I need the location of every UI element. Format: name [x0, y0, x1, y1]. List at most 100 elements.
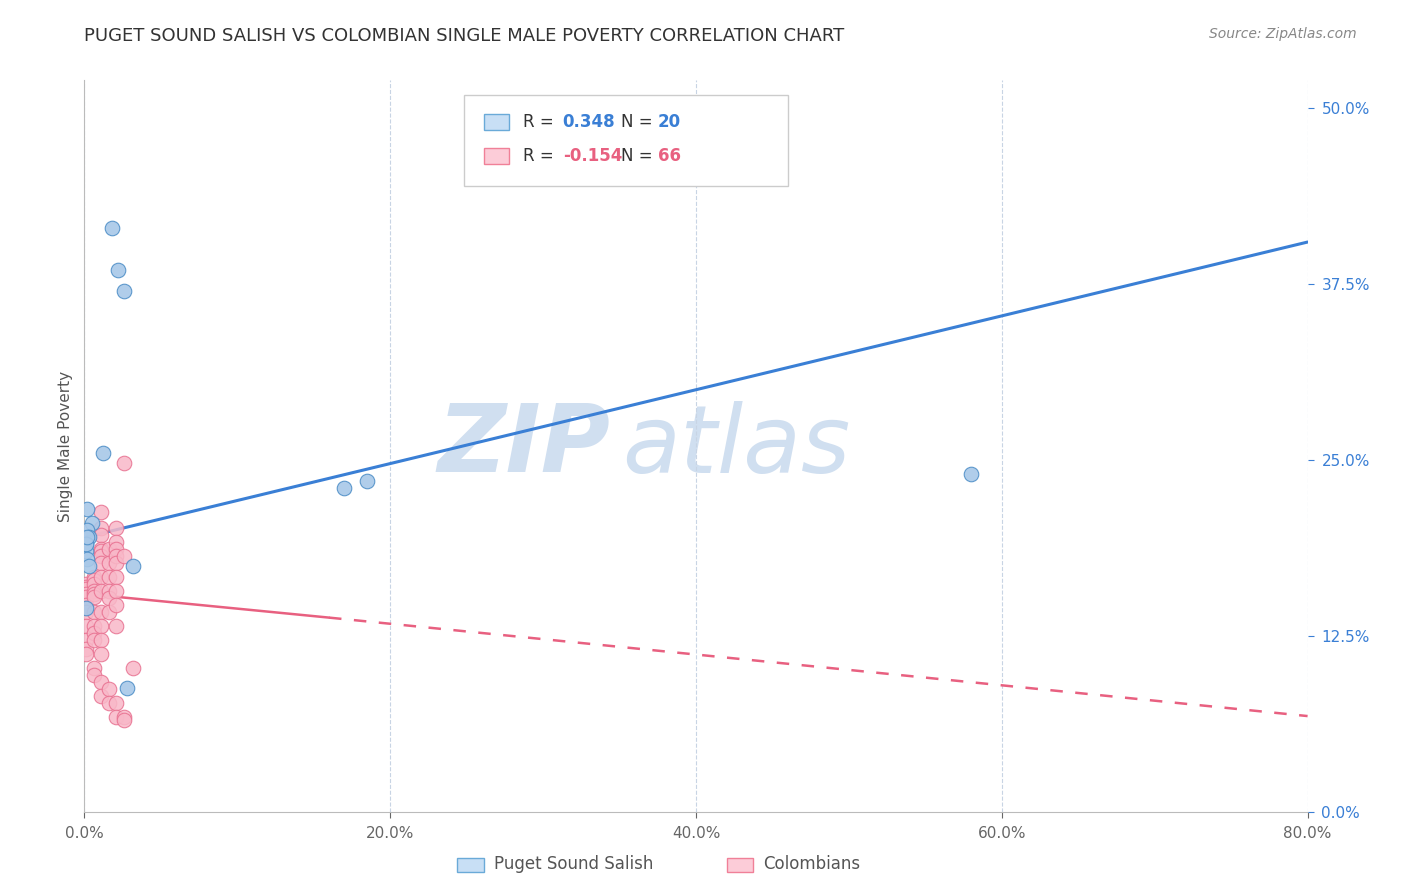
FancyBboxPatch shape: [727, 858, 754, 871]
FancyBboxPatch shape: [464, 95, 787, 186]
Y-axis label: Single Male Poverty: Single Male Poverty: [58, 370, 73, 522]
Point: [76, 530, 98, 544]
Point: [76, 551, 98, 566]
Point: [75, 647, 97, 661]
Point: [97, 591, 120, 605]
Point: [97, 583, 120, 598]
Point: [75, 605, 97, 619]
FancyBboxPatch shape: [457, 858, 484, 871]
Point: [107, 263, 129, 277]
Point: [83, 668, 105, 682]
Point: [75, 585, 97, 599]
Point: [90, 583, 112, 598]
Point: [90, 520, 112, 534]
Point: [105, 520, 128, 534]
Point: [83, 626, 105, 640]
Point: [75, 600, 97, 615]
Point: [75, 537, 97, 551]
Text: Source: ZipAtlas.com: Source: ZipAtlas.com: [1209, 27, 1357, 41]
Point: [122, 661, 145, 675]
Point: [97, 697, 120, 711]
Point: [75, 580, 97, 594]
Point: [90, 505, 112, 519]
Point: [105, 534, 128, 549]
Text: -0.154: -0.154: [562, 146, 621, 165]
Point: [75, 587, 97, 601]
Point: [90, 690, 112, 704]
Text: R =: R =: [523, 113, 560, 131]
FancyBboxPatch shape: [484, 114, 509, 130]
Point: [75, 582, 97, 597]
Point: [90, 549, 112, 563]
Point: [75, 544, 97, 558]
Point: [90, 633, 112, 648]
Point: [75, 588, 97, 602]
Point: [77, 558, 100, 573]
Point: [97, 556, 120, 570]
Point: [75, 598, 97, 612]
Point: [83, 590, 105, 604]
Point: [112, 456, 135, 470]
Point: [83, 587, 105, 601]
Point: [83, 605, 105, 619]
Point: [90, 605, 112, 619]
Point: [75, 600, 97, 615]
Text: 66: 66: [658, 146, 681, 165]
Point: [83, 661, 105, 675]
Point: [75, 619, 97, 633]
Point: [83, 583, 105, 598]
Point: [83, 577, 105, 591]
Point: [90, 619, 112, 633]
Point: [105, 583, 128, 598]
Point: [90, 544, 112, 558]
Point: [105, 598, 128, 612]
Point: [76, 502, 98, 516]
Text: R =: R =: [523, 146, 560, 165]
Point: [97, 682, 120, 697]
Point: [105, 710, 128, 724]
Point: [333, 481, 356, 495]
Point: [90, 556, 112, 570]
Point: [90, 541, 112, 556]
Point: [97, 541, 120, 556]
Point: [75, 590, 97, 604]
Point: [75, 641, 97, 656]
Point: [97, 570, 120, 584]
Point: [75, 633, 97, 648]
Point: [83, 573, 105, 587]
Text: Puget Sound Salish: Puget Sound Salish: [494, 855, 654, 873]
Point: [90, 647, 112, 661]
Text: Colombians: Colombians: [763, 855, 860, 873]
Point: [105, 619, 128, 633]
Point: [97, 605, 120, 619]
Text: ZIP: ZIP: [437, 400, 610, 492]
Text: N =: N =: [621, 113, 658, 131]
Point: [101, 221, 124, 235]
Point: [112, 710, 135, 724]
Point: [112, 714, 135, 728]
Text: atlas: atlas: [623, 401, 851, 491]
Point: [112, 549, 135, 563]
Point: [76, 524, 98, 538]
Point: [80, 516, 103, 531]
Point: [91, 446, 114, 460]
Point: [77, 530, 100, 544]
Point: [90, 527, 112, 541]
Point: [356, 474, 378, 488]
Point: [83, 570, 105, 584]
Point: [112, 285, 135, 299]
Text: N =: N =: [621, 146, 658, 165]
FancyBboxPatch shape: [484, 147, 509, 163]
Point: [90, 675, 112, 690]
Point: [115, 681, 138, 695]
Point: [960, 467, 983, 482]
Point: [75, 577, 97, 591]
Text: PUGET SOUND SALISH VS COLOMBIAN SINGLE MALE POVERTY CORRELATION CHART: PUGET SOUND SALISH VS COLOMBIAN SINGLE M…: [84, 27, 845, 45]
Point: [83, 619, 105, 633]
Point: [90, 570, 112, 584]
Point: [75, 582, 97, 597]
Point: [105, 570, 128, 584]
Point: [105, 541, 128, 556]
Point: [105, 697, 128, 711]
Point: [75, 537, 97, 551]
